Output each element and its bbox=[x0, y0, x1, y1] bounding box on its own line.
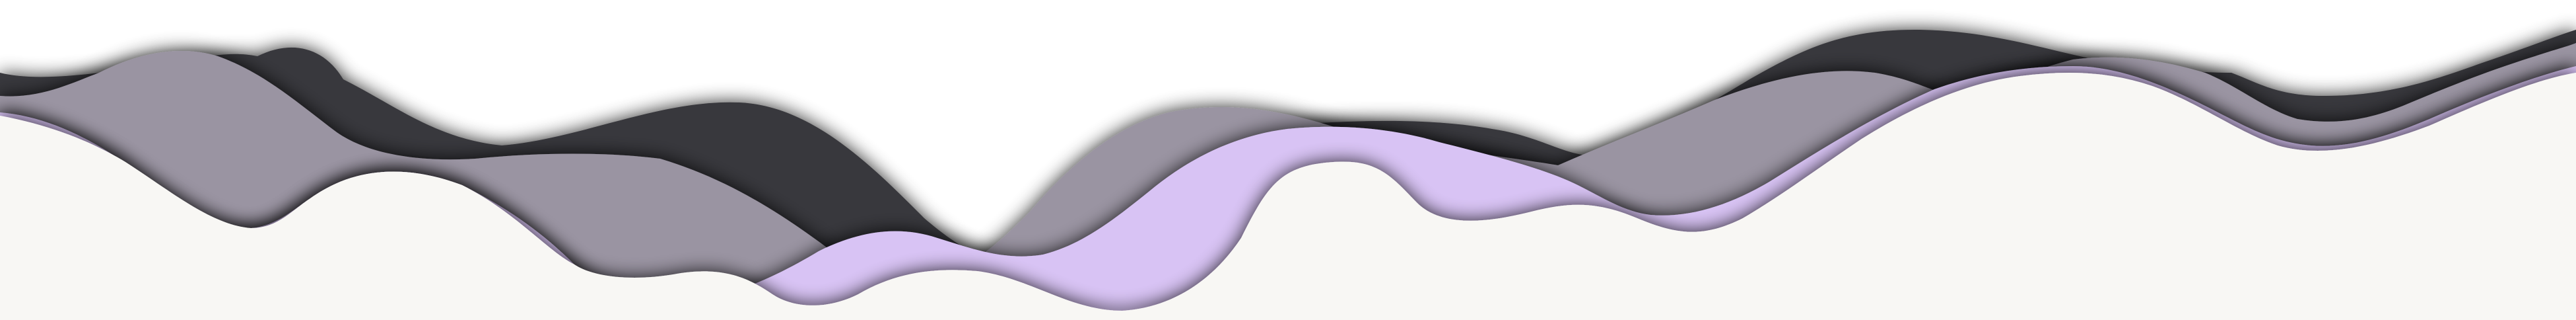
cream-base-layer bbox=[0, 73, 2576, 320]
